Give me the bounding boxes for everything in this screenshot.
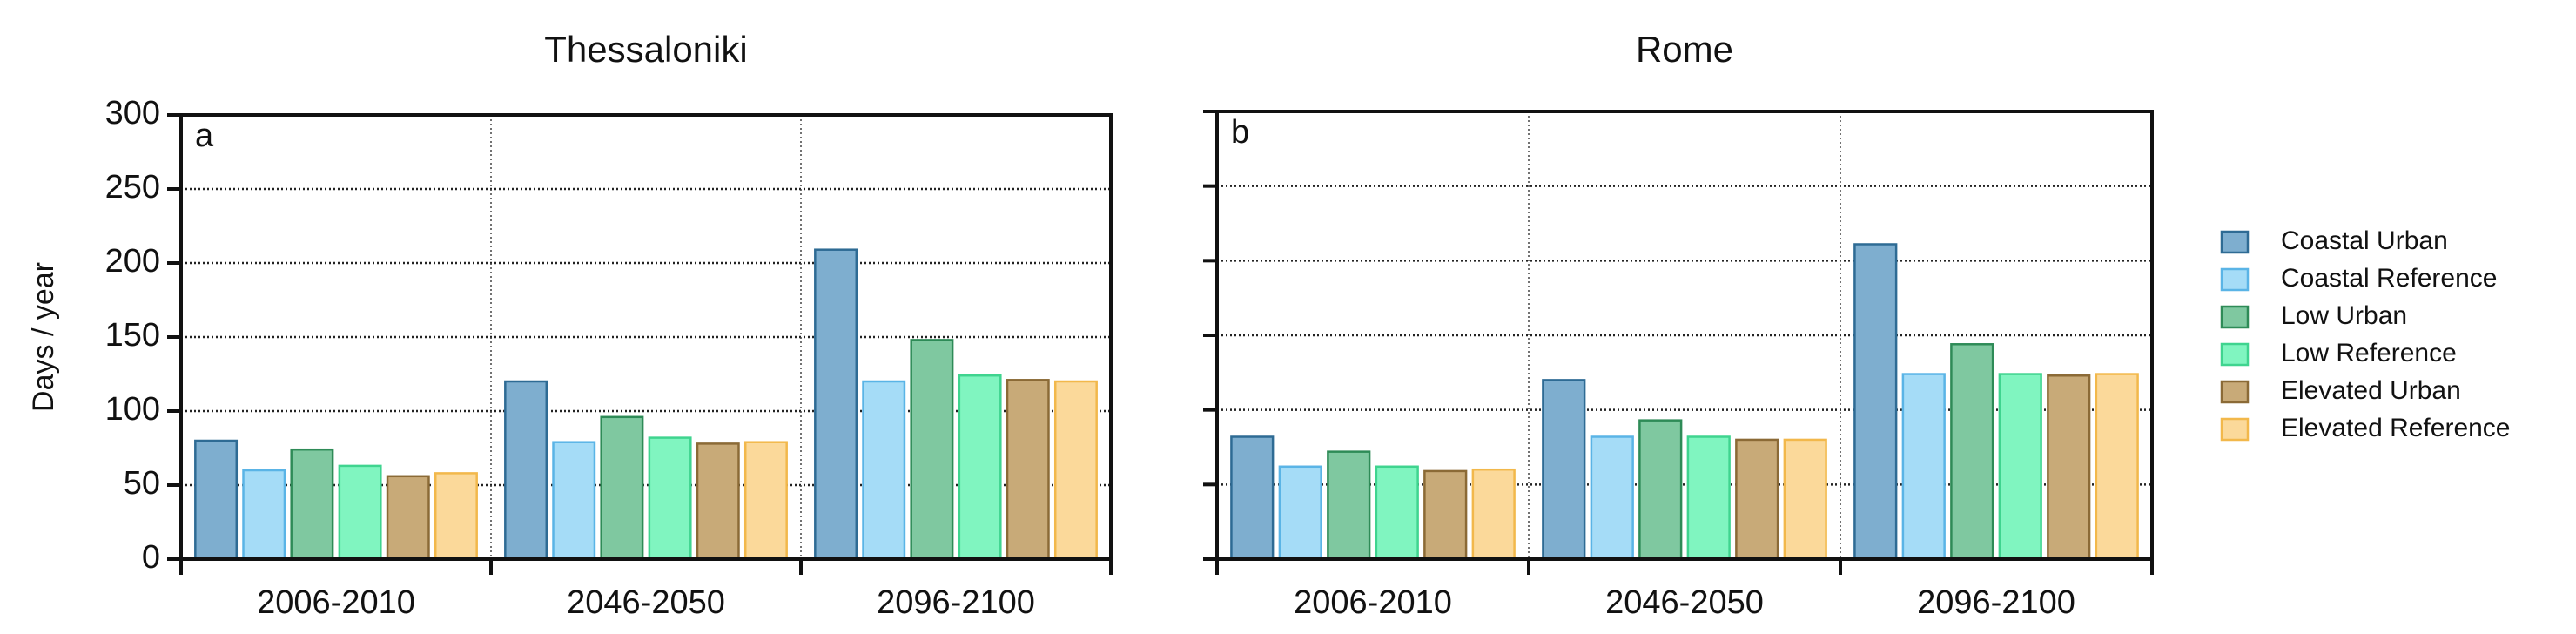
bar bbox=[1686, 435, 1731, 561]
bar bbox=[1471, 468, 1516, 561]
bar bbox=[552, 441, 596, 561]
bar bbox=[290, 448, 334, 561]
panel-label: b bbox=[1231, 114, 1249, 151]
bar bbox=[1950, 343, 1994, 561]
legend-swatch bbox=[2220, 417, 2250, 442]
bar bbox=[814, 248, 858, 561]
bar bbox=[1053, 380, 1098, 561]
bar bbox=[1230, 435, 1275, 561]
y-tick-label: 250 bbox=[105, 169, 160, 206]
bar bbox=[386, 475, 430, 561]
y-tick-label: 200 bbox=[105, 243, 160, 280]
bar bbox=[434, 472, 478, 561]
legend-label: Coastal Urban bbox=[2281, 226, 2448, 255]
x-tick-label: 2006-2010 bbox=[1294, 584, 1452, 621]
legend-label: Coastal Reference bbox=[2281, 264, 2497, 293]
bar bbox=[696, 442, 740, 561]
legend-swatch bbox=[2220, 230, 2250, 254]
bar bbox=[743, 441, 788, 561]
bar bbox=[194, 439, 239, 561]
chart-title: Thessaloniki bbox=[544, 29, 747, 70]
bar bbox=[1006, 379, 1050, 561]
bar bbox=[600, 415, 644, 561]
bar bbox=[1853, 243, 1898, 561]
plot-frame bbox=[179, 113, 1113, 561]
bar bbox=[1278, 465, 1322, 561]
x-tick-label: 2096-2100 bbox=[877, 584, 1035, 621]
x-tick-label: 2046-2050 bbox=[567, 584, 725, 621]
legend-swatch bbox=[2220, 380, 2250, 404]
bar bbox=[504, 380, 548, 561]
bar bbox=[1901, 373, 1946, 561]
bar bbox=[1735, 438, 1779, 561]
bar bbox=[862, 380, 906, 561]
legend-label: Elevated Reference bbox=[2281, 414, 2511, 442]
bar bbox=[1783, 438, 1827, 561]
bar bbox=[1638, 419, 1683, 561]
legend-label: Low Reference bbox=[2281, 339, 2457, 368]
y-tick-label: 0 bbox=[142, 539, 160, 576]
x-tick-label: 2006-2010 bbox=[257, 584, 415, 621]
bar bbox=[958, 374, 1002, 561]
y-axis-label: Days / year bbox=[27, 262, 60, 412]
chart-title: Rome bbox=[1636, 29, 1733, 70]
legend-swatch bbox=[2220, 305, 2250, 329]
bar bbox=[910, 339, 954, 561]
x-tick-label: 2046-2050 bbox=[1605, 584, 1764, 621]
y-tick-label: 50 bbox=[124, 465, 160, 502]
panel-label: a bbox=[195, 118, 214, 154]
legend-label: Low Urban bbox=[2281, 301, 2407, 330]
bar bbox=[648, 436, 692, 561]
bar bbox=[338, 464, 382, 561]
bar bbox=[1375, 465, 1419, 561]
legend-label: Elevated Urban bbox=[2281, 376, 2461, 405]
bar bbox=[1542, 379, 1586, 561]
y-tick-label: 150 bbox=[105, 317, 160, 354]
bar bbox=[1998, 373, 2042, 561]
x-tick-label: 2096-2100 bbox=[1917, 584, 2075, 621]
bar bbox=[2095, 373, 2139, 561]
legend-swatch bbox=[2220, 342, 2250, 367]
bar bbox=[2047, 374, 2091, 561]
bar bbox=[242, 469, 286, 561]
y-tick-label: 300 bbox=[105, 95, 160, 132]
legend-swatch bbox=[2220, 267, 2250, 292]
bar bbox=[1327, 450, 1371, 561]
plot-frame bbox=[1215, 110, 2154, 561]
bar bbox=[1423, 469, 1468, 561]
y-tick-label: 100 bbox=[105, 391, 160, 428]
bar bbox=[1590, 435, 1634, 561]
